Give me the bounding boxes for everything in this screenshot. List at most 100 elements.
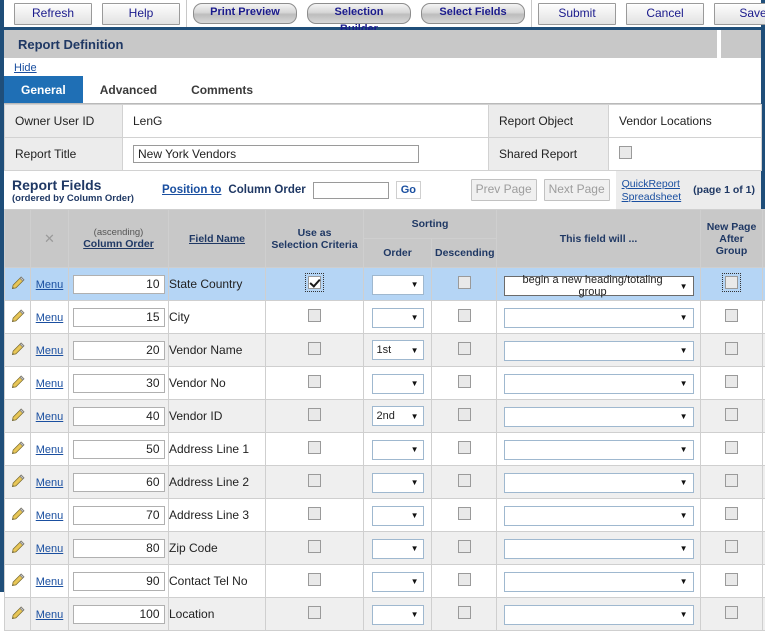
menu-cell[interactable]: Menu [31, 598, 69, 631]
column-order-input[interactable] [73, 473, 165, 492]
sort-order-select[interactable]: 1st▼ [372, 340, 424, 360]
pencil-edit-icon[interactable] [11, 543, 25, 557]
row-menu-link[interactable]: Menu [36, 411, 64, 423]
descending-checkbox[interactable] [458, 540, 471, 553]
menu-cell[interactable]: Menu [31, 334, 69, 367]
submit-button[interactable]: Submit [538, 3, 616, 25]
pencil-edit-icon[interactable] [11, 279, 25, 293]
spreadsheet-link[interactable]: Spreadsheet [622, 191, 682, 203]
new-page-after-group-checkbox[interactable] [725, 276, 738, 289]
descending-checkbox[interactable] [458, 441, 471, 454]
selection-criteria-checkbox[interactable] [308, 507, 321, 520]
selection-criteria-checkbox[interactable] [308, 474, 321, 487]
select-fields-button[interactable]: Select Fields [421, 3, 525, 24]
this-field-will-select[interactable]: ▼ [504, 506, 694, 526]
menu-cell[interactable]: Menu [31, 367, 69, 400]
pencil-edit-icon[interactable] [11, 411, 25, 425]
descending-checkbox[interactable] [458, 309, 471, 322]
this-field-will-select[interactable]: ▼ [504, 407, 694, 427]
this-field-will-select[interactable]: ▼ [504, 572, 694, 592]
new-page-after-group-checkbox[interactable] [725, 408, 738, 421]
selection-criteria-checkbox[interactable] [308, 573, 321, 586]
column-order-input[interactable] [73, 605, 165, 624]
pencil-edit-icon[interactable] [11, 510, 25, 524]
pencil-edit-icon[interactable] [11, 609, 25, 623]
sort-order-select[interactable]: ▼ [372, 539, 424, 559]
position-to-link[interactable]: Position to [162, 184, 221, 196]
sort-order-select[interactable]: ▼ [372, 506, 424, 526]
save-button[interactable]: Save [714, 3, 765, 25]
sort-order-select[interactable]: ▼ [372, 572, 424, 592]
edit-cell[interactable] [5, 598, 31, 631]
edit-cell[interactable] [5, 301, 31, 334]
column-order-header[interactable]: (ascending) Column Order [69, 210, 169, 268]
descending-checkbox[interactable] [458, 474, 471, 487]
new-page-after-group-checkbox[interactable] [725, 441, 738, 454]
sort-order-select[interactable]: ▼ [372, 605, 424, 625]
row-menu-link[interactable]: Menu [36, 477, 64, 489]
this-field-will-select[interactable]: ▼ [504, 440, 694, 460]
this-field-will-select[interactable]: ▼ [504, 473, 694, 493]
edit-cell[interactable] [5, 466, 31, 499]
new-page-after-group-checkbox[interactable] [725, 342, 738, 355]
selection-criteria-checkbox[interactable] [308, 441, 321, 454]
quickreport-link[interactable]: QuickReport [622, 178, 682, 190]
sort-order-select[interactable]: 2nd▼ [372, 406, 424, 426]
column-order-input[interactable] [73, 308, 165, 327]
edit-cell[interactable] [5, 532, 31, 565]
column-order-input[interactable] [73, 374, 165, 393]
sort-order-select[interactable]: ▼ [372, 275, 424, 295]
new-page-after-group-checkbox[interactable] [725, 606, 738, 619]
tab-advanced[interactable]: Advanced [83, 76, 174, 103]
descending-checkbox[interactable] [458, 408, 471, 421]
delete-x-icon[interactable]: ✕ [44, 231, 55, 246]
row-menu-link[interactable]: Menu [36, 279, 64, 291]
new-page-after-group-checkbox[interactable] [725, 540, 738, 553]
column-order-input[interactable] [73, 407, 165, 426]
new-page-after-group-checkbox[interactable] [725, 375, 738, 388]
column-order-input[interactable] [73, 572, 165, 591]
column-order-input[interactable] [73, 539, 165, 558]
edit-cell[interactable] [5, 565, 31, 598]
go-button[interactable]: Go [396, 181, 421, 199]
new-page-after-group-checkbox[interactable] [725, 507, 738, 520]
selection-builder-button[interactable]: Selection Builder [307, 3, 411, 24]
this-field-will-select[interactable]: begin a new heading/totaling group▼ [504, 276, 694, 296]
pencil-edit-icon[interactable] [11, 477, 25, 491]
pencil-edit-icon[interactable] [11, 312, 25, 326]
row-menu-link[interactable]: Menu [36, 378, 64, 390]
column-order-input[interactable] [73, 275, 165, 294]
pencil-edit-icon[interactable] [11, 378, 25, 392]
sort-order-select[interactable]: ▼ [372, 308, 424, 328]
selection-criteria-checkbox[interactable] [308, 309, 321, 322]
descending-checkbox[interactable] [458, 375, 471, 388]
row-menu-link[interactable]: Menu [36, 444, 64, 456]
selection-criteria-checkbox[interactable] [308, 540, 321, 553]
row-menu-link[interactable]: Menu [36, 510, 64, 522]
row-menu-link[interactable]: Menu [36, 543, 64, 555]
row-menu-link[interactable]: Menu [36, 609, 64, 621]
menu-cell[interactable]: Menu [31, 499, 69, 532]
refresh-button[interactable]: Refresh [14, 3, 92, 25]
this-field-will-select[interactable]: ▼ [504, 605, 694, 625]
new-page-after-group-checkbox[interactable] [725, 573, 738, 586]
menu-cell[interactable]: Menu [31, 400, 69, 433]
this-field-will-select[interactable]: ▼ [504, 341, 694, 361]
new-page-after-group-checkbox[interactable] [725, 474, 738, 487]
edit-cell[interactable] [5, 334, 31, 367]
selection-criteria-checkbox[interactable] [308, 408, 321, 421]
descending-checkbox[interactable] [458, 606, 471, 619]
tab-general[interactable]: General [4, 76, 83, 103]
edit-cell[interactable] [5, 268, 31, 301]
help-button[interactable]: Help [102, 3, 180, 25]
edit-cell[interactable] [5, 400, 31, 433]
this-field-will-select[interactable]: ▼ [504, 539, 694, 559]
selection-criteria-checkbox[interactable] [308, 375, 321, 388]
menu-cell[interactable]: Menu [31, 565, 69, 598]
prev-page-button[interactable]: Prev Page [471, 179, 537, 201]
selection-criteria-checkbox[interactable] [308, 342, 321, 355]
row-menu-link[interactable]: Menu [36, 312, 64, 324]
column-order-input[interactable] [73, 440, 165, 459]
edit-cell[interactable] [5, 433, 31, 466]
position-to-input[interactable] [313, 182, 389, 199]
